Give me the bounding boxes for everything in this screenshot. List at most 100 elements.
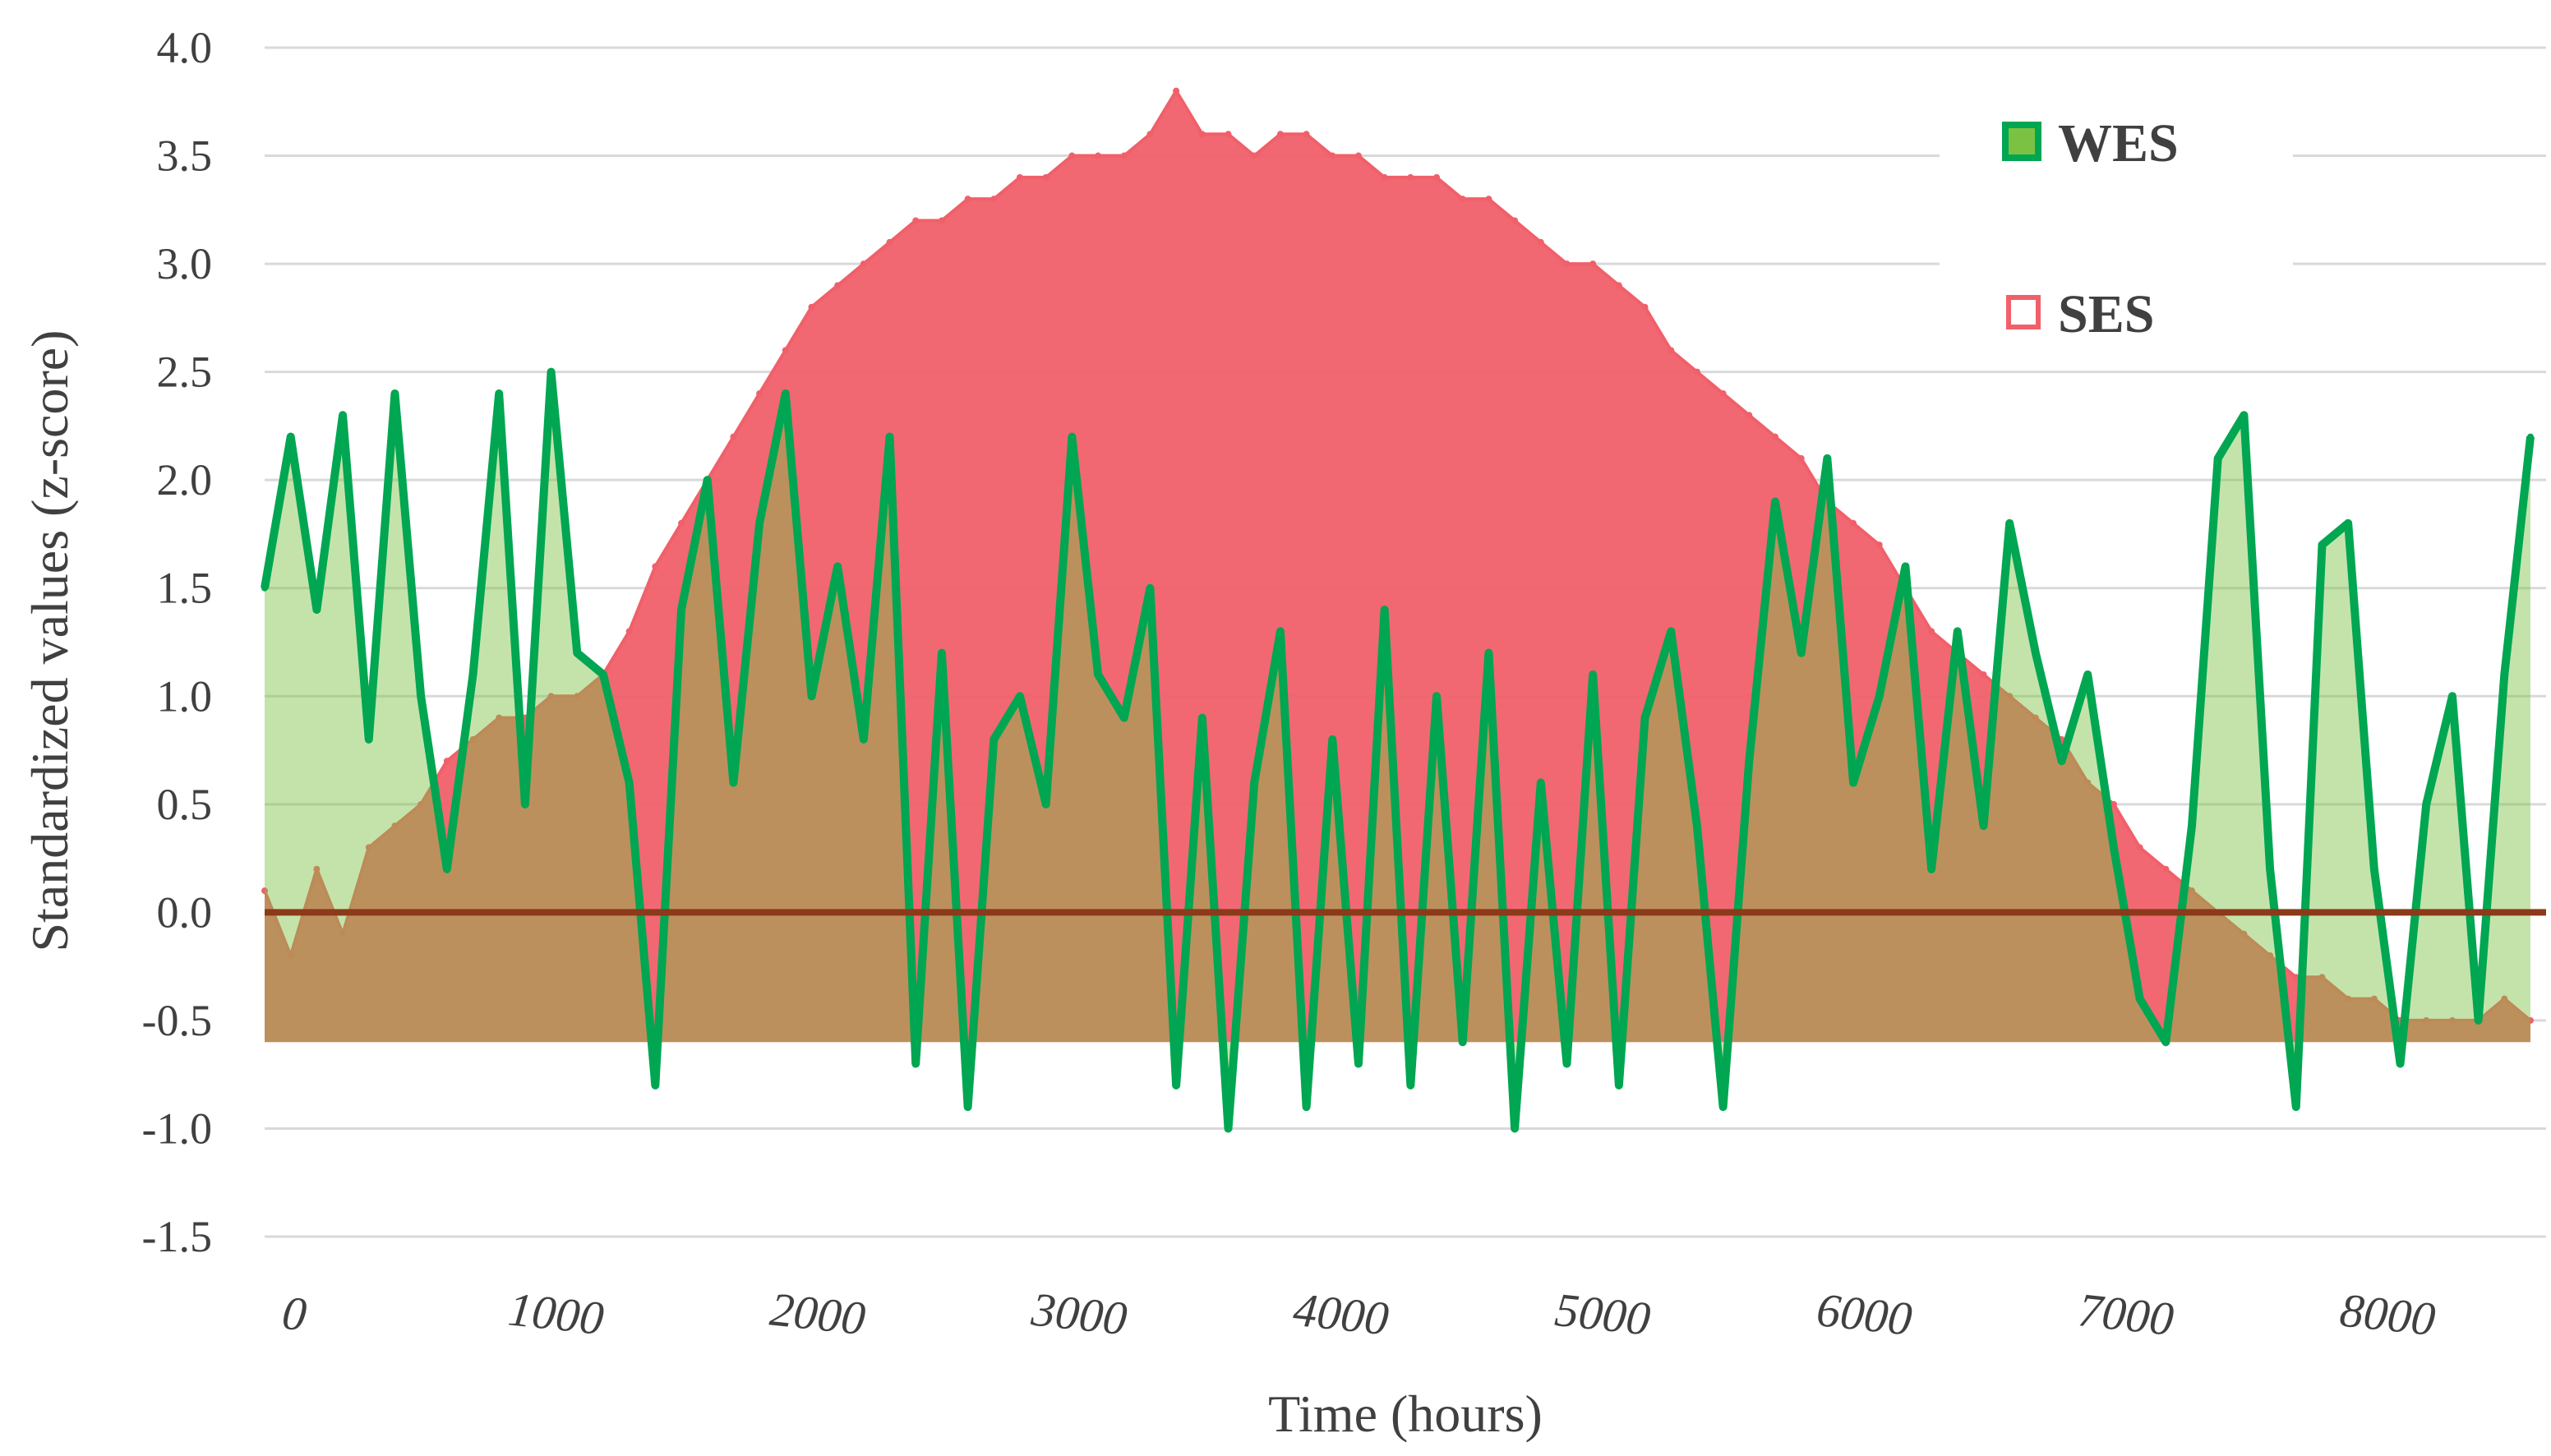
data-point-wes	[1459, 1039, 1466, 1046]
data-point-ses	[2448, 1016, 2456, 1024]
x-tick-label: 6000	[1814, 1283, 1914, 1346]
data-point-ses	[1433, 173, 1441, 181]
y-tick-label: 2.0	[157, 455, 213, 505]
data-point-wes	[1668, 628, 1675, 635]
data-point-ses	[2292, 974, 2300, 981]
data-point-ses	[1511, 217, 1519, 224]
data-point-wes	[808, 693, 815, 700]
y-tick-label: 2.5	[157, 348, 213, 397]
data-point-ses	[2526, 1016, 2534, 1024]
data-point-wes	[339, 412, 347, 419]
data-point-ses	[1485, 196, 1492, 203]
data-point-wes	[834, 563, 842, 570]
data-point-wes	[1095, 670, 1102, 678]
data-point-ses	[834, 282, 842, 289]
x-axis-title: Time (hours)	[1268, 1385, 1543, 1443]
series-ses	[261, 87, 2534, 1043]
data-point-wes	[2162, 1039, 2170, 1046]
data-point-ses	[496, 714, 503, 721]
data-point-wes	[782, 389, 789, 397]
data-point-wes	[2240, 412, 2248, 419]
y-tick-label: 4.0	[157, 23, 213, 72]
data-point-wes	[2214, 454, 2221, 462]
data-point-wes	[574, 649, 581, 657]
data-point-ses	[808, 303, 815, 311]
data-point-ses	[1068, 152, 1076, 159]
data-point-wes	[1354, 1060, 1362, 1067]
data-point-wes	[1824, 454, 1831, 462]
data-point-wes	[886, 433, 893, 440]
data-point-wes	[678, 606, 685, 614]
data-point-wes	[964, 1104, 971, 1111]
y-tick-label: -0.5	[142, 996, 212, 1045]
data-point-wes	[1875, 693, 1883, 700]
data-point-wes	[261, 584, 268, 592]
data-point-ses	[2136, 844, 2143, 851]
data-point-ses	[1329, 152, 1336, 159]
data-point-wes	[2110, 844, 2117, 851]
data-point-wes	[1120, 714, 1128, 721]
data-point-ses	[2006, 693, 2014, 700]
data-point-wes	[1381, 606, 1388, 614]
data-point-wes	[1719, 1104, 1727, 1111]
x-tick-label: 1000	[505, 1282, 606, 1345]
data-point-wes	[1407, 1081, 1414, 1089]
data-point-ses	[1303, 131, 1310, 138]
data-point-ses	[2189, 887, 2196, 895]
data-point-ses	[1850, 519, 1857, 527]
data-point-wes	[1693, 822, 1700, 830]
data-point-ses	[1589, 260, 1597, 268]
data-point-ses	[2032, 714, 2039, 721]
data-point-ses	[1198, 131, 1206, 138]
data-point-wes	[1797, 649, 1805, 657]
series-area-ses	[265, 90, 2530, 1043]
data-point-wes	[599, 670, 607, 678]
data-point-wes	[2526, 433, 2534, 440]
data-point-wes	[1042, 800, 1049, 808]
data-point-ses	[652, 563, 659, 570]
data-point-wes	[2318, 541, 2326, 549]
data-point-ses	[287, 951, 294, 959]
data-point-ses	[938, 217, 945, 224]
data-point-wes	[2136, 995, 2143, 1002]
x-axis-ticks: 0 1000 2000 3000 4000 5000 6000 7000 8000	[279, 1282, 2438, 1346]
data-point-wes	[1746, 758, 1753, 765]
data-point-wes	[2267, 865, 2274, 873]
data-point-ses	[886, 238, 893, 246]
y-tick-label: 1.0	[157, 671, 213, 721]
data-point-ses	[1381, 173, 1388, 181]
data-point-wes	[625, 779, 633, 786]
data-point-ses	[1746, 412, 1753, 419]
data-point-ses	[2423, 1016, 2430, 1024]
data-point-wes	[1173, 1081, 1180, 1089]
x-tick-label: 0	[279, 1286, 309, 1342]
data-point-wes	[990, 735, 998, 743]
data-point-wes	[1329, 735, 1336, 743]
data-point-wes	[313, 606, 321, 614]
data-point-ses	[261, 887, 268, 895]
data-point-wes	[1146, 584, 1154, 592]
x-tick-label: 3000	[1028, 1282, 1129, 1345]
data-point-ses	[2318, 974, 2326, 981]
data-point-wes	[2032, 649, 2039, 657]
data-point-wes	[443, 865, 450, 873]
data-point-ses	[2345, 995, 2352, 1002]
data-point-ses	[1225, 131, 1232, 138]
data-point-wes	[1928, 865, 1935, 873]
data-point-wes	[2448, 693, 2456, 700]
data-point-ses	[964, 196, 971, 203]
data-point-ses	[1354, 152, 1362, 159]
data-point-wes	[860, 735, 867, 743]
x-tick-label: 4000	[1291, 1283, 1391, 1346]
y-tick-label: 0.0	[157, 887, 213, 937]
data-point-wes	[912, 1060, 920, 1067]
data-point-ses	[1173, 87, 1180, 94]
data-point-wes	[1902, 563, 1909, 570]
data-point-wes	[1954, 628, 1961, 635]
data-point-wes	[756, 519, 763, 527]
data-point-wes	[1016, 693, 1023, 700]
data-point-ses	[1771, 433, 1778, 440]
data-point-wes	[2084, 670, 2092, 678]
data-point-wes	[2475, 1016, 2482, 1024]
data-point-ses	[1016, 173, 1023, 181]
